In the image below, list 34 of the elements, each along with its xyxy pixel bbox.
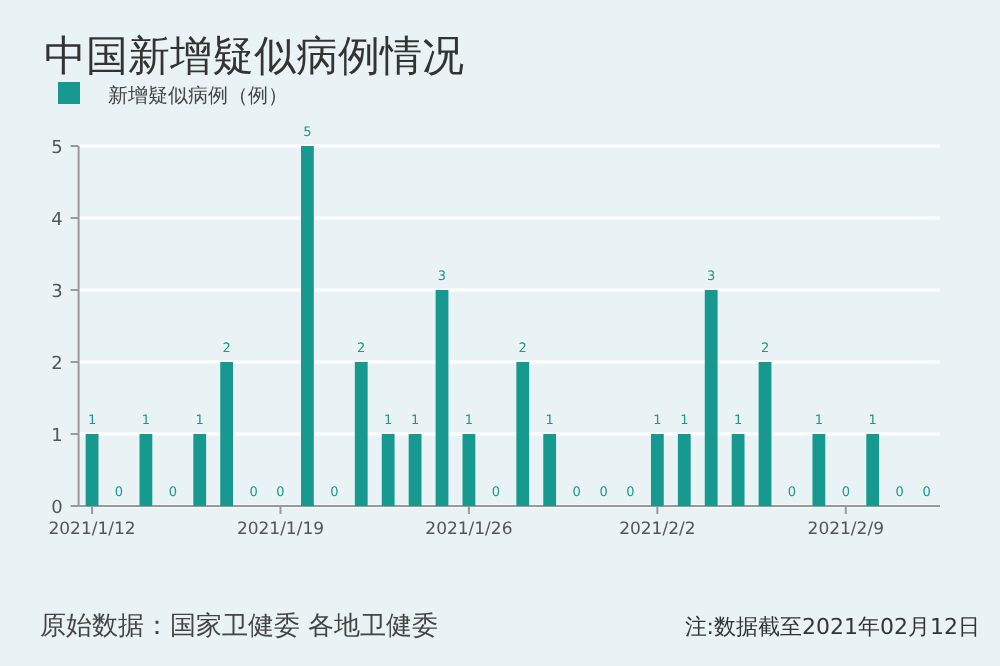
bar [677,434,691,506]
text: 原始数据：国家卫健委 各地卫健委 [40,610,439,642]
x-tick-label: 2021/2/9 [807,520,884,540]
x-tick-label: 2021/1/19 [236,520,325,540]
bar [139,434,153,506]
bar [704,290,718,506]
bar [193,434,207,506]
bar [731,434,745,506]
y-tick-label: 0 [51,499,64,519]
y-tick-label: 5 [51,139,63,159]
y-tick-label: 4 [51,211,64,231]
bar [866,434,880,506]
bar [408,434,422,506]
y-tick-label: 2 [51,355,63,375]
x-tick-label: 2021/2/2 [619,520,696,540]
bar [381,434,395,506]
y-tick-label: 1 [51,427,63,447]
bar [516,362,530,506]
bar [301,146,314,506]
x-tick-label: 2021/1/26 [425,520,513,540]
legend-label: 新增疑似病例（例） [108,84,288,108]
bar [758,362,772,506]
bar [354,362,368,506]
bar [220,362,234,506]
bar [650,434,664,506]
bar [462,434,476,506]
x-tick-label: 2021/1/12 [48,520,136,540]
bar [543,434,557,506]
text: 注:数据截至2021年02月12日 [684,614,980,640]
bar [85,434,99,506]
y-tick-label: 3 [51,283,63,303]
chart-title: 中国新增疑似病例情况 [44,32,464,80]
bar [435,290,449,506]
bar [812,434,826,506]
